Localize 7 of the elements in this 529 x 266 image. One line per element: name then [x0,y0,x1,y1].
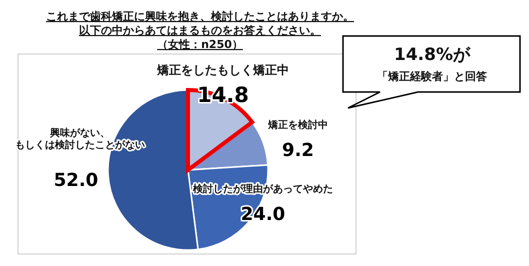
slice-label: 矯正をしたもしく矯正中 [156,63,289,77]
text: 14.8%が [394,45,471,65]
text: 「矯正経験者」と回答 [377,70,488,83]
slice-label: 矯正を検討中 [267,119,328,131]
chart-title: これまで歯科矯正に興味を抱き、検討したことはありますか。以下の中からあてはまるものをお答えください。（女性：n250） [46,10,354,51]
data-label: 9.2 [282,140,314,161]
data-label: 52.0 [54,170,98,191]
